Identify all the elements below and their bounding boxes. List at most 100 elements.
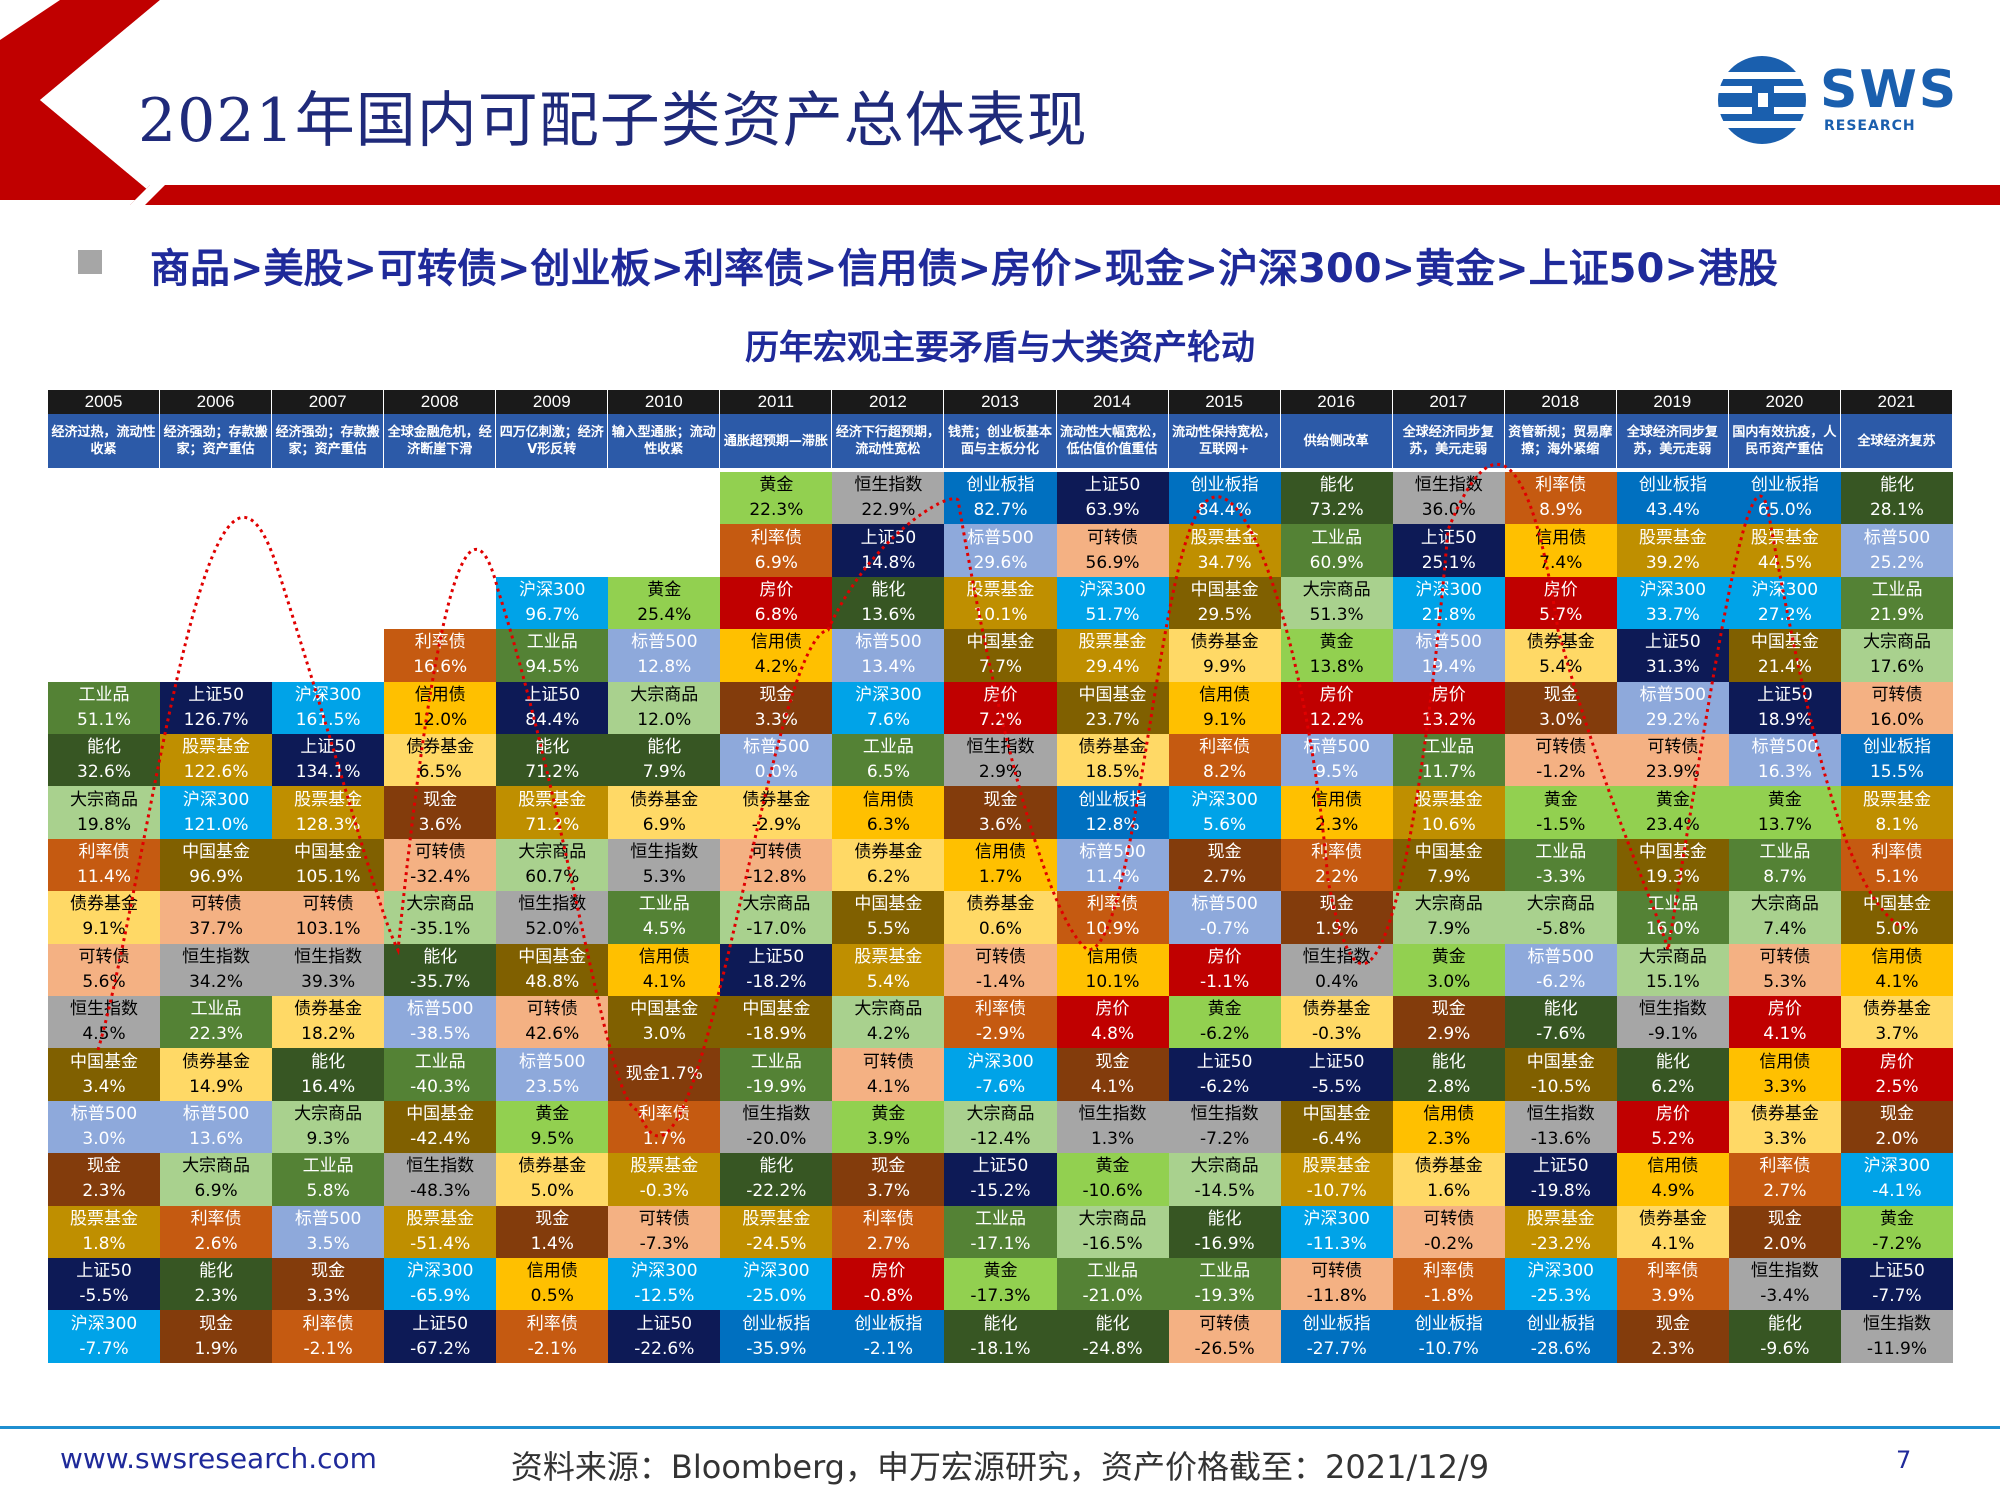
asset-cell: 工业品 -17.1% <box>944 1205 1057 1258</box>
asset-return: 21.8% <box>1421 604 1476 625</box>
asset-name: 恒生指数 <box>1078 1103 1147 1124</box>
asset-return: -26.5% <box>1194 1338 1255 1359</box>
asset-cell: 现金 3.6% <box>384 786 497 839</box>
asset-cell: 沪深300 -7.6% <box>944 1048 1057 1101</box>
asset-return: -35.9% <box>746 1338 807 1359</box>
asset-name: 创业板指 <box>1414 1313 1483 1334</box>
asset-cell: 黄金 25.4% <box>608 576 721 630</box>
asset-cell: 工业品 8.7% <box>1728 838 1841 892</box>
asset-name: 工业品 <box>526 632 578 653</box>
asset-name: 债券基金 <box>854 841 923 862</box>
asset-return: 6.5% <box>418 762 462 783</box>
asset-name: 大宗商品 <box>742 894 811 915</box>
asset-return: 3.0% <box>1427 971 1471 992</box>
asset-return: -22.6% <box>634 1338 695 1359</box>
asset-cell: 能化 -18.1% <box>944 1310 1057 1363</box>
asset-cell: 现金 4.1% <box>1056 1048 1169 1101</box>
asset-name: 股票基金 <box>1526 1208 1595 1229</box>
asset-name: 恒生指数 <box>1638 999 1707 1020</box>
asset-return: 22.3% <box>749 500 804 521</box>
asset-cell: 工业品 51.1% <box>48 681 161 734</box>
asset-name: 股票基金 <box>742 1208 811 1229</box>
asset-return: 2.7% <box>866 1233 911 1254</box>
asset-cell: 大宗商品 6.9% <box>160 1153 273 1206</box>
asset-return: 25.1% <box>1421 552 1476 573</box>
asset-cell: 大宗商品 -16.5% <box>1056 1205 1169 1258</box>
asset-return: -17.1% <box>970 1233 1031 1254</box>
asset-cell: 债券基金 5.0% <box>496 1153 609 1206</box>
asset-name: 债券基金 <box>1078 737 1147 758</box>
asset-cell: 股票基金 44.5% <box>1728 524 1841 577</box>
page-title: 2021年国内可配子类资产总体表现 <box>138 86 1088 156</box>
asset-cell: 中国基金 7.9% <box>1392 838 1505 892</box>
asset-name: 中国基金 <box>630 999 699 1020</box>
asset-return: 3.3% <box>754 709 798 730</box>
asset-return: -19.9% <box>746 1076 807 1097</box>
asset-name: 创业板指 <box>966 475 1035 496</box>
asset-return: 29.6% <box>973 552 1028 573</box>
asset-cell: 股票基金 10.1% <box>944 576 1057 630</box>
asset-name: 标普500 <box>967 527 1034 548</box>
asset-name: 可转债 <box>1871 684 1923 705</box>
asset-name: 现金 <box>423 789 458 810</box>
asset-cell: 恒生指数 -13.6% <box>1504 1100 1617 1154</box>
asset-return: 4.1% <box>866 1076 911 1097</box>
asset-cell: 工业品 21.9% <box>1840 576 1953 630</box>
year-header: 2018 <box>1504 390 1616 414</box>
asset-name: 工业品 <box>1759 841 1811 862</box>
asset-return: -1.1% <box>1199 971 1250 992</box>
asset-cell: 恒生指数 1.3% <box>1056 1100 1169 1154</box>
asset-name: 沪深300 <box>855 684 922 705</box>
asset-cell: 恒生指数 -3.4% <box>1728 1258 1841 1311</box>
asset-cell: 房价 -1.1% <box>1168 943 1281 996</box>
asset-name: 债券基金 <box>1190 632 1259 653</box>
asset-return: 48.8% <box>525 971 580 992</box>
asset-cell: 工业品 -40.3% <box>384 1048 497 1101</box>
asset-return: 1.7% <box>978 866 1023 887</box>
asset-name: 股票基金 <box>518 789 587 810</box>
asset-cell: 标普500 13.4% <box>832 629 945 682</box>
asset-return: -5.5% <box>79 1286 129 1307</box>
asset-name: 现金 <box>199 1313 234 1334</box>
asset-return: -17.0% <box>746 919 807 940</box>
asset-name: 利率债 <box>1535 475 1587 496</box>
asset-return: 8.7% <box>1763 866 1807 887</box>
asset-ranking-text: 商品>美股>可转债>创业板>利率债>信用债>房价>现金>沪深300>黄金>上证5… <box>150 246 1778 292</box>
asset-cell: 上证50 -6.2% <box>1168 1048 1281 1101</box>
asset-cell: 上证50 -19.8% <box>1504 1153 1617 1206</box>
asset-return: 19.3% <box>1645 866 1700 887</box>
asset-cell: 房价 7.2% <box>944 681 1057 734</box>
asset-return: -25.0% <box>746 1286 807 1307</box>
asset-name: 上证50 <box>1757 684 1813 705</box>
asset-return: 16.0% <box>1869 709 1924 730</box>
asset-return: 6.9% <box>194 1181 238 1202</box>
asset-cell: 中国基金 96.9% <box>160 838 273 892</box>
asset-cell: 信用债 2.3% <box>1392 1100 1505 1154</box>
asset-return: 71.2% <box>525 762 580 783</box>
asset-return: 2.0% <box>1763 1233 1807 1254</box>
asset-name: 利率债 <box>526 1313 578 1334</box>
asset-name: 标普500 <box>519 1051 586 1072</box>
asset-name: 上证50 <box>1645 632 1701 653</box>
asset-cell: 大宗商品 51.3% <box>1280 576 1393 630</box>
asset-cell: 黄金 23.4% <box>1616 786 1729 839</box>
asset-name: 黄金 <box>759 475 794 496</box>
asset-return: 16.0% <box>1645 919 1700 940</box>
asset-cell: 工业品 5.8% <box>272 1153 385 1206</box>
asset-name: 中国基金 <box>1862 894 1931 915</box>
asset-name: 股票基金 <box>1078 632 1147 653</box>
asset-return: 11.4% <box>77 866 132 887</box>
asset-name: 股票基金 <box>854 946 923 967</box>
asset-return: -12.5% <box>634 1286 695 1307</box>
asset-name: 利率债 <box>750 527 802 548</box>
asset-name: 可转债 <box>974 946 1026 967</box>
asset-return: -1.5% <box>1536 814 1586 835</box>
asset-return: -5.8% <box>1536 919 1586 940</box>
asset-return: -0.8% <box>863 1286 914 1307</box>
asset-return: -7.6% <box>975 1076 1026 1097</box>
asset-cell: 黄金 3.0% <box>1392 943 1505 996</box>
asset-return: 2.6% <box>194 1233 238 1254</box>
website-link[interactable]: www.swsresearch.com <box>60 1442 377 1475</box>
asset-cell: 创业板指 43.4% <box>1616 472 1729 525</box>
asset-return: -65.9% <box>410 1286 471 1307</box>
